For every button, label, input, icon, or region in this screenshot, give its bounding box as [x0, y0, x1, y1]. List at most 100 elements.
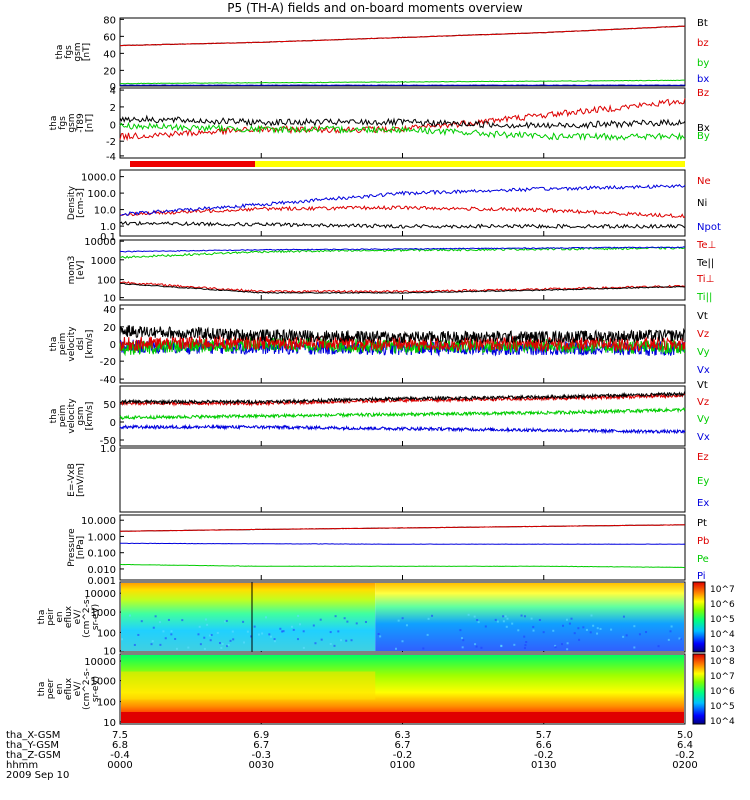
ytick-label: 10.0 [94, 206, 116, 217]
spectrogram-pixel [377, 632, 380, 635]
spectrogram-pixel [520, 614, 523, 617]
ylabel-line: sr-eV) [91, 676, 101, 702]
spectrogram-pixel [554, 644, 557, 647]
spectrogram-pixel [578, 638, 581, 641]
spectrogram-pixel [395, 647, 398, 650]
ylabel-line: peir [46, 608, 56, 626]
spectrogram-pixel [159, 643, 162, 646]
ytick-label: 10000 [84, 237, 116, 248]
spectrogram-pixel [206, 623, 209, 626]
legend-Vt: Vt [697, 380, 708, 391]
time-axis-value: 5.0 [677, 730, 693, 741]
spectrogram-pixel [524, 644, 527, 647]
spectrogram-pixel [343, 617, 346, 620]
spectrogram-pixel [638, 633, 641, 636]
legend-Vz: Vz [697, 329, 709, 340]
spectrogram-pixel [210, 633, 213, 636]
spectrogram-pixel [473, 615, 476, 618]
spectrogram-pixel [484, 625, 487, 628]
spectrogram-pixel [121, 638, 124, 641]
spectrogram-pixel [500, 644, 503, 647]
ytick-label: 0 [110, 340, 116, 351]
legend-Pi: Pi [697, 571, 706, 582]
ytick-label: 60 [103, 32, 116, 43]
legend-bz: bz [697, 38, 709, 49]
legend-Pt: Pt [697, 518, 707, 529]
spectrogram-pixel [218, 642, 221, 645]
spectrogram-pixel [590, 614, 593, 617]
spectrogram-pixel [269, 635, 272, 638]
spectrogram-pixel [570, 617, 573, 620]
spectrogram-pixel [151, 640, 154, 643]
spectrogram-pixel [505, 625, 508, 628]
legend-Ni: Ni [697, 198, 707, 209]
spectrogram-pixel [229, 639, 232, 642]
spectrogram-pixel [334, 615, 337, 618]
electron-low-energy-band [121, 712, 684, 723]
ylabel-line: peim [58, 333, 68, 356]
ylabel-line: eflux [64, 677, 74, 700]
ytick-label: 80 [103, 15, 116, 26]
ylabel-line: tha [49, 409, 59, 424]
legend-Npot: Npot [697, 222, 721, 233]
ytick-label: 20 [103, 323, 116, 334]
spectrogram-pixel [474, 643, 477, 646]
ylabel-line: tha [37, 610, 47, 625]
spectrogram-pixel [174, 637, 177, 640]
colorbar-tick: 10^6 [710, 600, 735, 610]
legend-Vz: Vz [697, 397, 709, 408]
time-axis-row-label: tha_Y-GSM [6, 740, 59, 751]
ytick-label: 1000 [91, 608, 116, 619]
ylabel-line: sr-eV) [91, 604, 101, 630]
spectrogram-pixel [622, 615, 625, 618]
spectrogram-pixel [401, 640, 404, 643]
region-bar-red [130, 161, 255, 167]
spectrogram-pixel [133, 643, 136, 646]
spectrogram-pixel [596, 627, 599, 630]
spectrogram-pixel [573, 632, 576, 635]
ylabel-line: [nPa] [76, 536, 86, 559]
spectrogram-pixel [170, 633, 173, 636]
legend-Vy: Vy [697, 414, 710, 425]
ytick-label: 4 [110, 86, 116, 97]
time-axis-row-label: tha_Z-GSM [6, 750, 61, 761]
legend-Vx: Vx [697, 365, 710, 376]
spectrogram-pixel [461, 646, 464, 649]
spectrogram-pixel [678, 637, 681, 640]
spectrogram-pixel [290, 625, 293, 628]
colorbar-tick: 10^6 [710, 687, 735, 697]
panel-frame-7 [119, 447, 686, 513]
spectrogram-pixel [281, 630, 284, 633]
series-Pb [119, 524, 685, 532]
ylabel-line: tha [49, 116, 59, 131]
time-axis-value: 5.7 [536, 730, 552, 741]
ytick-label: 0 [110, 418, 116, 429]
legend-Ti||: Ti|| [696, 292, 712, 303]
spectrogram-pixel [128, 614, 131, 617]
time-axis-value: 0130 [531, 760, 556, 771]
spectrogram-pixel [679, 638, 682, 641]
spectrogram-pixel [279, 627, 282, 630]
colorbar-tick: 10^7 [710, 585, 735, 595]
spectrogram-pixel [158, 621, 161, 624]
spectrogram-pixel [297, 614, 300, 617]
panel-frame-8 [119, 514, 686, 581]
ylabel-line: (cm^2-s- [82, 668, 92, 710]
spectrogram-pixel [530, 617, 533, 620]
ylabel-line: gsm [73, 42, 83, 61]
spectrogram-pixel [596, 632, 599, 635]
spectrogram-pixel [480, 646, 483, 649]
spectrogram-pixel [264, 616, 267, 619]
time-axis-value: 7.5 [112, 730, 128, 741]
legend-By: By [697, 131, 710, 142]
ytick-label: 100 [97, 698, 116, 709]
spectrogram-pixel [592, 624, 595, 627]
ylabel-line: E=-VxB [67, 463, 77, 497]
ylabel-line: gsm [67, 113, 77, 132]
series-Te⊥ [119, 281, 686, 294]
spectrogram-pixel [645, 631, 648, 634]
spectrogram-pixel [525, 641, 528, 644]
ylabel-line: tha [49, 337, 59, 352]
spectrogram-pixel [199, 643, 202, 646]
